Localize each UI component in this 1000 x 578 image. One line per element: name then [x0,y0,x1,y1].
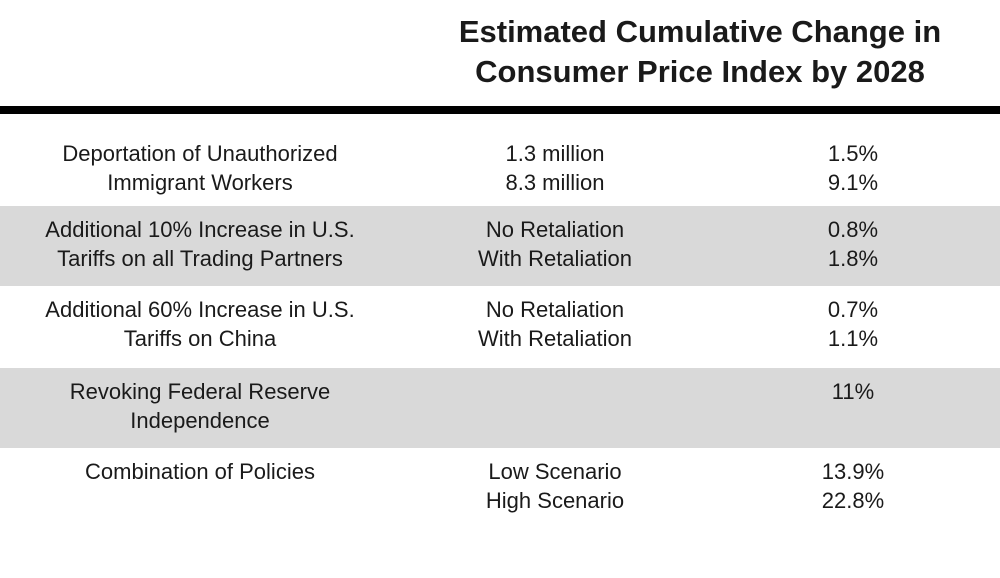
scenario-label-line: With Retaliation [477,326,633,351]
cpi-change-value-line: 22.8% [821,488,885,513]
table-row: Additional 10% Increase in U.S. Tariffs … [0,206,1000,286]
scenario-label: No Retaliation With Retaliation [405,295,705,353]
cpi-change-value-line: 9.1% [827,170,879,195]
table-title-line-2: Consumer Price Index by 2028 [475,54,925,89]
policy-label: Additional 60% Increase in U.S. Tariffs … [0,295,400,353]
scenario-label-line: 8.3 million [505,170,605,195]
policy-label: Deportation of Unauthorized Immigrant Wo… [0,139,400,197]
policy-label-line: Tariffs on all Trading Partners [57,246,343,271]
policy-label-line: Independence [130,408,270,433]
cpi-change-value-line: 1.8% [827,246,879,271]
cpi-change-value: 13.9% 22.8% [703,457,1000,515]
policy-label-line: Additional 10% Increase in U.S. [45,217,355,242]
policy-label-line: Tariffs on China [123,326,277,351]
policy-label: Additional 10% Increase in U.S. Tariffs … [0,215,400,273]
header-rule [0,106,1000,114]
scenario-label-line: No Retaliation [485,297,625,322]
table-title: Estimated Cumulative Change in Consumer … [400,12,1000,92]
policy-label-line: Deportation of Unauthorized [62,141,338,166]
scenario-label: 1.3 million 8.3 million [405,139,705,197]
scenario-label: No Retaliation With Retaliation [405,215,705,273]
cpi-change-value-line: 1.1% [827,326,879,351]
table-row: Revoking Federal Reserve Independence 11… [0,368,1000,448]
policy-label-line: Immigrant Workers [107,170,293,195]
policy-label-line: Additional 60% Increase in U.S. [45,297,355,322]
table-row: Deportation of Unauthorized Immigrant Wo… [0,130,1000,206]
cpi-change-value-line: 0.7% [827,297,879,322]
table-title-line-1: Estimated Cumulative Change in [458,14,942,49]
scenario-label-line: No Retaliation [485,217,625,242]
policy-table: Deportation of Unauthorized Immigrant Wo… [0,130,1000,530]
scenario-label-line: Low Scenario [488,459,622,484]
scenario-label: Low Scenario High Scenario [405,457,705,515]
scenario-label-line: With Retaliation [477,246,633,271]
cpi-change-value: 0.8% 1.8% [703,215,1000,273]
cpi-change-value-line: 0.8% [827,217,879,242]
policy-label-line: Combination of Policies [85,459,315,484]
cpi-change-value-line: 13.9% [821,459,885,484]
table-row: Combination of Policies Low Scenario Hig… [0,448,1000,530]
policy-label: Combination of Policies [0,457,400,486]
policy-label: Revoking Federal Reserve Independence [0,377,400,435]
cpi-change-value-line: 11% [831,379,875,404]
table-row: Additional 60% Increase in U.S. Tariffs … [0,286,1000,368]
scenario-label-line: High Scenario [485,488,625,513]
cpi-change-value: 0.7% 1.1% [703,295,1000,353]
policy-label-line: Revoking Federal Reserve [69,379,331,404]
cpi-change-value: 11% [703,377,1000,406]
cpi-change-value: 1.5% 9.1% [703,139,1000,197]
cpi-change-value-line: 1.5% [827,141,879,166]
scenario-label-line: 1.3 million [505,141,605,166]
